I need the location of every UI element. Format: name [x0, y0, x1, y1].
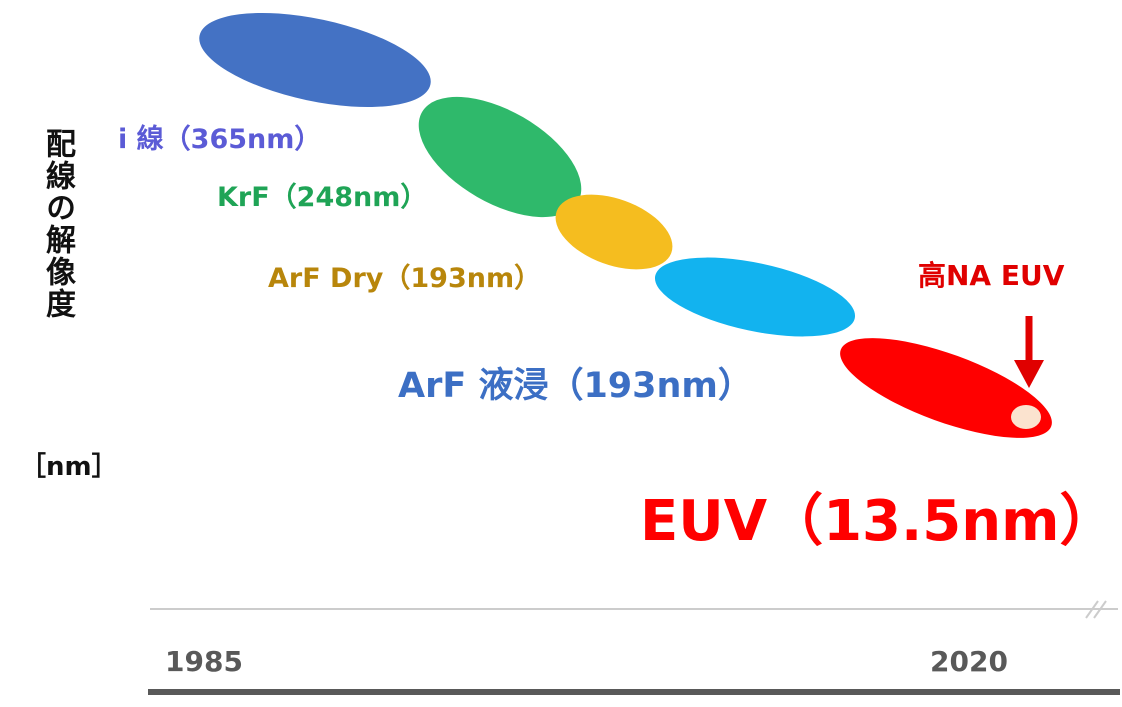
y-axis-label: 配線の解像度	[40, 128, 75, 320]
ellipse-arf-immersion	[654, 257, 856, 337]
high-na-arrow-head	[1014, 360, 1044, 388]
label-arf-immersion: ArF 液浸（193nm）	[398, 366, 753, 406]
year-label-start: 1985	[165, 645, 243, 678]
label-krf: KrF（248nm）	[217, 182, 427, 213]
label-euv: EUV（13.5nm）	[640, 489, 1115, 554]
high-na-dot	[1011, 405, 1041, 429]
ellipse-arf-dry	[555, 194, 673, 270]
axis-break-mark-2	[1093, 600, 1107, 619]
year-label-end: 2020	[930, 645, 1008, 678]
label-high-na-euv: 高NA EUV	[918, 259, 1065, 292]
ellipse-euv	[840, 338, 1052, 438]
label-arf-dry: ArF Dry（193nm）	[268, 263, 541, 294]
ellipse-i-line	[199, 12, 431, 108]
axis-break-mark-1	[1085, 600, 1099, 619]
label-i-line: i 線（365nm）	[118, 123, 321, 155]
y-axis-unit: ［nm］	[20, 452, 118, 482]
ellipse-krf	[418, 96, 582, 218]
